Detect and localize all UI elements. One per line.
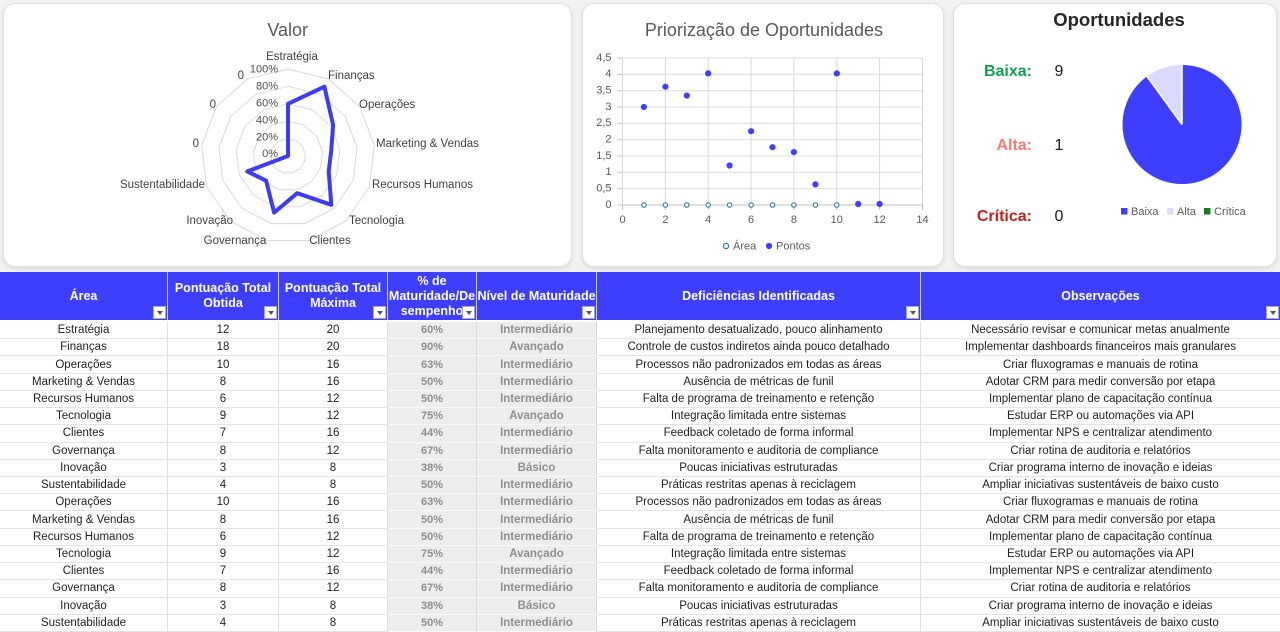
svg-text:Finanças: Finanças xyxy=(328,70,375,82)
svg-text:4: 4 xyxy=(605,68,611,80)
svg-text:0: 0 xyxy=(210,99,216,111)
svg-text:14: 14 xyxy=(916,214,928,226)
svg-text:Alta: Alta xyxy=(1177,206,1197,218)
svg-text:2: 2 xyxy=(605,134,611,146)
svg-text:Valor: Valor xyxy=(267,20,308,40)
svg-text:Área: Área xyxy=(733,239,757,252)
svg-text:80%: 80% xyxy=(256,80,278,92)
svg-text:60%: 60% xyxy=(256,97,278,109)
svg-text:0: 0 xyxy=(605,199,611,211)
svg-text:Tecnologia: Tecnologia xyxy=(349,215,405,227)
svg-text:3: 3 xyxy=(605,101,611,113)
svg-text:40%: 40% xyxy=(256,114,278,126)
svg-text:4: 4 xyxy=(705,214,711,226)
svg-text:6: 6 xyxy=(748,214,754,226)
svg-text:0,5: 0,5 xyxy=(596,183,611,195)
svg-text:Crítica: Crítica xyxy=(1214,206,1247,218)
svg-text:100%: 100% xyxy=(250,63,278,75)
svg-text:3,5: 3,5 xyxy=(596,85,611,97)
svg-text:Marketing & Vendas: Marketing & Vendas xyxy=(376,138,479,150)
svg-text:0%: 0% xyxy=(262,148,278,160)
svg-text:0: 0 xyxy=(193,138,199,150)
svg-text:10: 10 xyxy=(831,214,843,226)
svg-text:0: 0 xyxy=(619,214,625,226)
svg-text:12: 12 xyxy=(873,214,885,226)
svg-text:Estratégia: Estratégia xyxy=(266,51,318,63)
svg-text:0: 0 xyxy=(238,70,244,82)
svg-text:4,5: 4,5 xyxy=(596,52,611,64)
svg-text:Baixa: Baixa xyxy=(1131,206,1159,218)
svg-text:8: 8 xyxy=(791,214,797,226)
svg-text:Operações: Operações xyxy=(359,99,416,111)
svg-text:Clientes: Clientes xyxy=(309,235,351,247)
svg-text:1,5: 1,5 xyxy=(596,150,611,162)
svg-text:1: 1 xyxy=(605,166,611,178)
svg-text:2: 2 xyxy=(662,214,668,226)
svg-text:Inovação: Inovação xyxy=(186,215,233,227)
svg-text:Sustentabilidade: Sustentabilidade xyxy=(120,179,205,191)
svg-text:Governança: Governança xyxy=(204,235,267,247)
svg-text:20%: 20% xyxy=(256,131,278,143)
svg-text:2,5: 2,5 xyxy=(596,117,611,129)
svg-text:Pontos: Pontos xyxy=(776,240,811,252)
svg-text:Recursos Humanos: Recursos Humanos xyxy=(372,179,473,191)
svg-text:Priorização de Oportunidades: Priorização de Oportunidades xyxy=(645,20,883,40)
